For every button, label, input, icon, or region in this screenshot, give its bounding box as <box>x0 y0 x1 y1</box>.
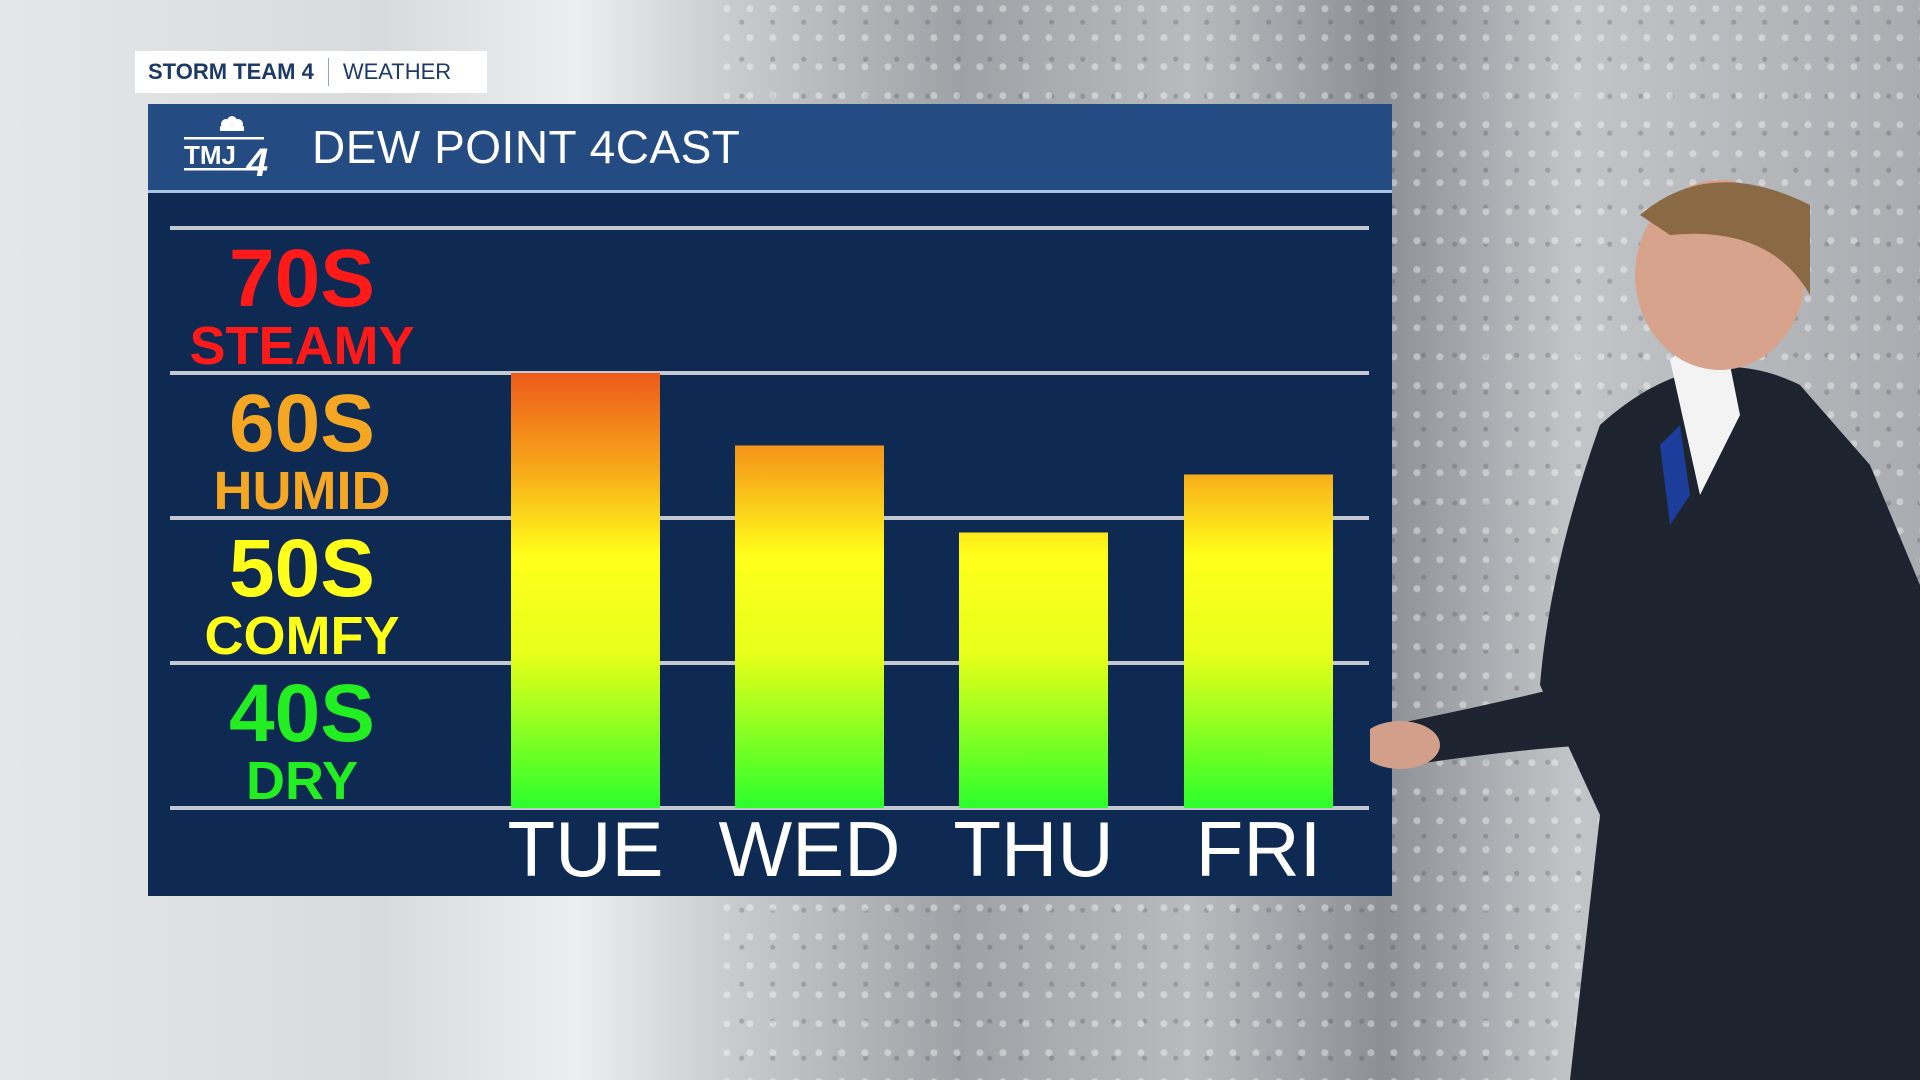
bar-chart: TUE WED THU FRI 70SSTEAMY60SHUMID50SCOMFY40S… <box>170 226 1369 893</box>
chart-title: DEW POINT 4CAST <box>312 121 741 173</box>
bar-thu <box>959 532 1108 808</box>
day-label: THU <box>953 805 1113 893</box>
band-name-label: HUMID <box>214 461 391 521</box>
chart-panel: TMJ 4 DEW POINT 4CAST TUE WED THU FRI 70S STE… <box>148 104 1392 896</box>
gridline <box>170 226 1369 230</box>
tmj4-logo: TMJ 4 <box>184 116 268 184</box>
svg-text:TMJ: TMJ <box>184 140 236 170</box>
band-name-label: DRY <box>246 751 358 811</box>
station-name: STORM TEAM 4 <box>148 59 314 84</box>
band-name-label: STEAMY <box>189 316 414 376</box>
band-range-label: 60S <box>229 378 375 469</box>
bar-fri <box>1184 474 1333 808</box>
band-range-label: 50S <box>229 523 375 614</box>
day-label: WED <box>719 805 901 893</box>
day-label: FRI <box>1196 805 1322 893</box>
section-name: WEATHER <box>342 59 452 84</box>
gridline <box>170 371 1369 375</box>
band-range-label: 40S <box>229 668 375 759</box>
band-name-label: COMFY <box>205 606 400 666</box>
presenter-figure <box>1370 180 1920 1080</box>
day-label: TUE <box>508 805 664 893</box>
band-range-label: 70S <box>229 233 375 324</box>
divider <box>327 58 329 86</box>
brand-bar: STORM TEAM 4 WEATHER <box>135 51 487 93</box>
chart-header: TMJ 4 DEW POINT 4CAST <box>148 104 1392 193</box>
bar-wed <box>735 445 884 808</box>
bar-tue <box>511 373 660 808</box>
svg-text:4: 4 <box>245 141 268 184</box>
